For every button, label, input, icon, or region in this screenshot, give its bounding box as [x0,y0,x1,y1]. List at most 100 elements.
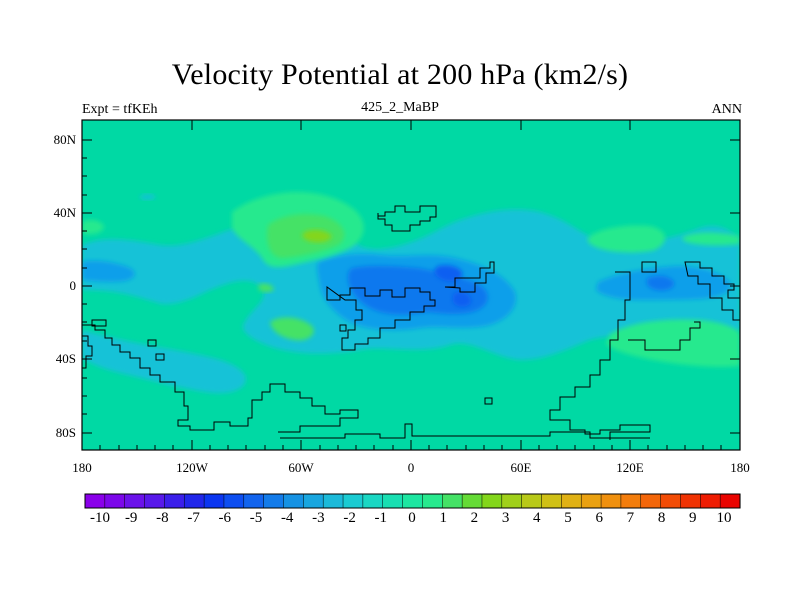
coastline-outlines [82,205,740,440]
colorbar-swatch [362,493,384,509]
colorbar-tick-label: 10 [716,510,732,526]
coastline-island-2 [684,261,740,321]
colorbar-swatch [680,493,701,509]
lat-label-40s: 40S [55,351,76,366]
colorbar-swatch [541,493,562,509]
colorbar-swatch [104,493,126,509]
colorbar-tick-label: -7 [187,510,200,526]
coastline-maritime-continent [549,271,651,440]
coastline-island-1 [641,261,657,273]
high-potential-region-pacific-southeast [606,319,740,367]
high-potential-spot [258,283,274,293]
colorbar-tick-label: -1 [374,510,388,526]
colorbar-swatch [481,493,503,509]
lat-ticks-right [730,139,740,434]
colorbar-swatch [640,493,662,509]
low-potential-region-dark-2 [452,291,472,307]
high-potential-region-southwest-atlantic [82,219,104,235]
coastline-west-edge [82,335,93,369]
colorbar-tick-label: 0 [408,510,416,526]
coastline-east-africa [444,261,495,293]
coastline-antarctic-strip [280,423,650,439]
coastline-africa [326,286,436,351]
colorbar-swatch [719,493,741,509]
colorbar-tick-label: 3 [501,510,510,526]
colorbar-tick-label: -4 [280,510,294,526]
low-potential-small-cell [140,194,156,200]
colorbar-tick-label: -2 [343,510,356,526]
colorbar-tick-label: 8 [657,510,666,526]
colorbar-tick-label: 6 [595,510,603,526]
colorbar-swatch [322,493,344,509]
colorbar-swatch [283,493,304,509]
colorbar-swatch [501,493,523,509]
low-potential-region-west-core [82,260,135,282]
lon-label-120e: 120E [616,460,644,475]
lon-ticks-bottom [81,440,741,450]
colorbar-swatch [561,493,582,509]
coastline-small-island-2 [155,353,165,361]
colorbar-swatch [521,493,543,509]
colorbar-tick-label: -9 [124,510,138,526]
colorbar-swatch [600,493,622,509]
colorbar-tick-label: 1 [439,510,447,526]
lon-ticks-top [191,120,631,130]
lat-label-eq: 0 [69,278,77,293]
colorbar-swatch [342,493,364,509]
colorbar-tick-label: 5 [564,510,572,526]
colorbar-swatch [84,493,106,509]
colorbar-swatch [620,493,642,509]
colorbar-tick-label: -3 [312,510,325,526]
colorbar-tick-label: 2 [470,510,479,526]
colorbar-tick-label: 4 [533,510,541,526]
coastline-small-island-3 [339,324,347,332]
low-potential-region-east-dark [646,275,675,291]
colorbar-swatch [263,493,285,509]
colorbar-swatch [461,493,483,509]
lon-label-180e: 180 [730,460,750,475]
colorbar-swatch [144,493,165,509]
colorbar-swatch [303,493,324,509]
coastline-india-coast [628,321,701,351]
colorbar-swatch [243,493,265,509]
colorbar-swatch [660,493,682,509]
coastline-small-island-1 [147,339,157,347]
colorbar-border [84,493,741,509]
colorbar-tick-label: -5 [249,510,263,526]
contour-fill [82,120,740,450]
lon-label-120w: 120W [176,460,208,475]
high-potential-region-north-america-peak [302,229,332,243]
lat-label-80n: 80N [53,132,76,147]
colorbar-swatch [124,493,146,509]
colorbar-tick-label: -10 [90,510,110,526]
colorbar-swatch [402,493,423,509]
lat-label-40n: 40N [53,205,76,220]
colorbar-swatch [700,493,721,509]
colorbar-swatch [183,493,205,509]
coastline-south-america [82,324,359,433]
colorbar-tick-label: -8 [156,510,169,526]
colorbar-tick-label: 9 [689,510,697,526]
colorbar-swatch [164,493,185,509]
colorbar-swatch [203,493,225,509]
colorbar-swatches [84,493,741,509]
low-potential-region-darkest [434,265,463,282]
coastline-south-pacific-island [91,319,107,327]
lat-ticks-left [82,139,92,434]
lon-label-60w: 60W [288,460,314,475]
experiment-label: Expt = tfKEh [82,102,158,117]
high-potential-region-south-america [270,317,314,341]
colorbar-swatch [422,493,443,509]
lon-label-0: 0 [407,460,415,475]
high-potential-region-asia [587,225,666,253]
colorbar-swatch [223,493,245,509]
colorbar-swatch [580,493,602,509]
lat-label-80s: 80S [55,425,76,440]
coastline-south-atlantic-island [484,397,493,405]
colorbar-tick-label: 7 [626,510,635,526]
high-potential-region-east [682,232,740,246]
low-potential-region-south [82,330,246,394]
coastline-asia-north [377,205,437,232]
